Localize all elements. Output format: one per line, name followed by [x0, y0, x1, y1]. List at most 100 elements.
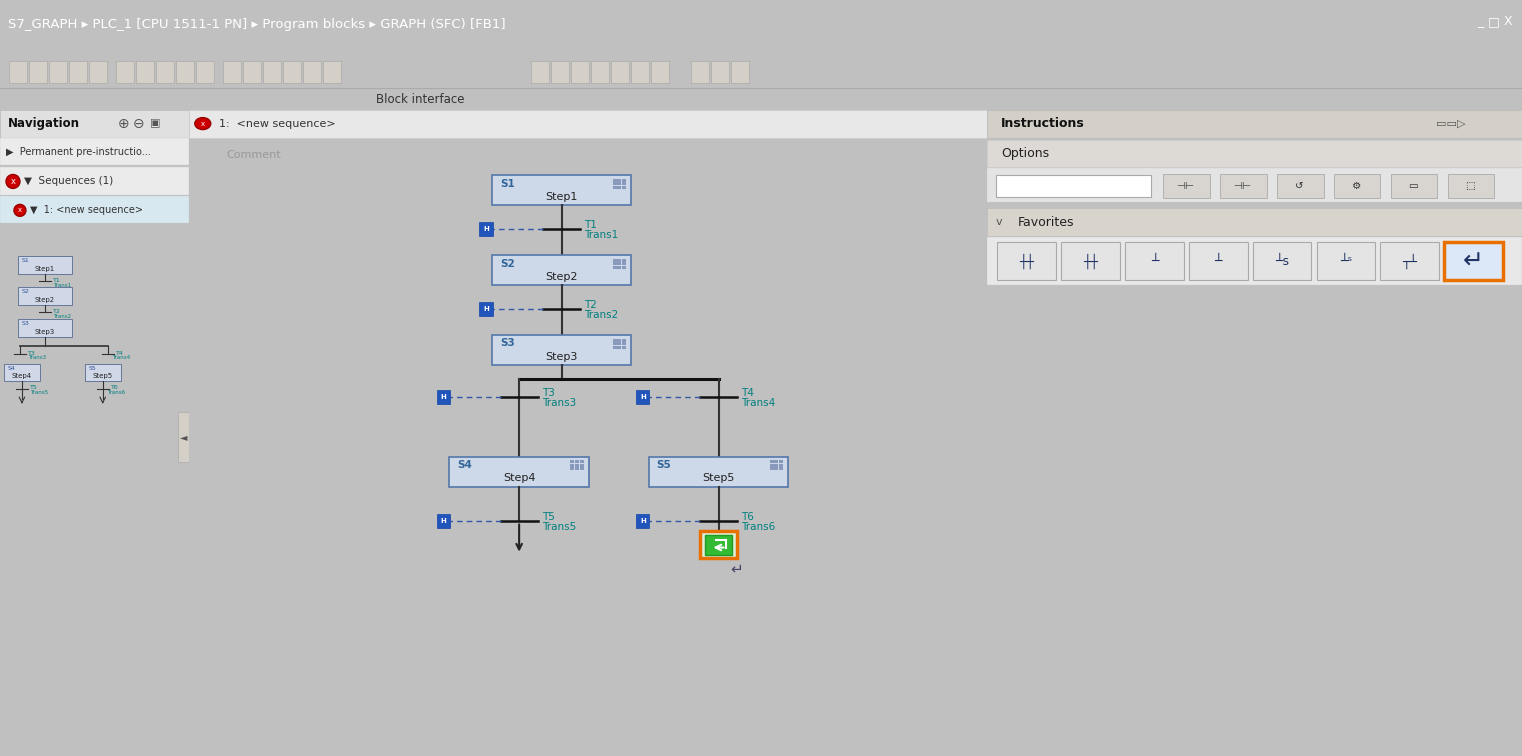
Text: Trans5: Trans5 — [30, 390, 49, 395]
Bar — [263, 60, 282, 82]
Bar — [196, 60, 215, 82]
Bar — [1391, 175, 1437, 198]
Text: H: H — [639, 518, 645, 524]
Text: Step4: Step4 — [502, 473, 536, 483]
Bar — [622, 186, 626, 189]
Bar — [770, 463, 773, 466]
Bar — [618, 182, 621, 185]
Bar — [1221, 175, 1266, 198]
Text: S7_GRAPH ▸ PLC_1 [CPU 1511-1 PN] ▸ Program blocks ▸ GRAPH (SFC) [FB1]: S7_GRAPH ▸ PLC_1 [CPU 1511-1 PN] ▸ Progr… — [8, 18, 505, 32]
Bar — [995, 175, 1151, 197]
Text: S3: S3 — [21, 321, 30, 326]
Bar — [997, 242, 1056, 280]
Bar — [571, 460, 574, 463]
Bar — [0, 110, 189, 138]
Text: ┴s: ┴s — [1275, 255, 1289, 268]
Text: S2: S2 — [21, 289, 30, 294]
Text: ⬚: ⬚ — [1466, 181, 1475, 191]
Bar — [29, 60, 47, 82]
Text: Step5: Step5 — [702, 473, 735, 483]
Text: ↵: ↵ — [731, 561, 744, 576]
Text: T3: T3 — [27, 351, 37, 355]
Bar — [580, 460, 583, 463]
Bar — [531, 60, 549, 82]
Bar — [622, 182, 626, 185]
Text: ⊣⊢: ⊣⊢ — [1233, 181, 1251, 191]
Bar — [648, 457, 788, 487]
Bar — [779, 463, 782, 466]
Text: x: x — [11, 177, 15, 186]
Bar — [323, 60, 341, 82]
Text: S1: S1 — [499, 179, 514, 189]
Bar — [1444, 242, 1504, 280]
Bar — [303, 60, 321, 82]
Text: H: H — [440, 394, 446, 400]
Bar — [1380, 242, 1440, 280]
Text: Trans1: Trans1 — [53, 283, 72, 288]
Text: ↺: ↺ — [1295, 181, 1304, 191]
Bar — [18, 287, 72, 305]
Bar — [49, 60, 67, 82]
Bar — [770, 467, 773, 470]
Bar — [0, 168, 189, 195]
Text: T6: T6 — [111, 386, 119, 390]
Bar — [244, 60, 260, 82]
Bar — [18, 319, 72, 337]
Bar — [116, 60, 134, 82]
Bar — [437, 513, 451, 528]
Text: Trans2: Trans2 — [584, 310, 618, 320]
Text: Block interface: Block interface — [376, 93, 464, 106]
Text: T1: T1 — [53, 277, 61, 283]
Bar — [779, 460, 782, 463]
Text: S1: S1 — [21, 259, 30, 263]
Bar — [1447, 175, 1495, 198]
Text: Favorites: Favorites — [1018, 215, 1075, 229]
Bar — [88, 60, 107, 82]
Text: ┴: ┴ — [1151, 255, 1158, 268]
Bar — [622, 259, 626, 262]
Bar — [618, 345, 621, 349]
Text: Trans3: Trans3 — [542, 398, 575, 408]
Bar — [1277, 175, 1324, 198]
Bar — [632, 60, 648, 82]
Text: T5: T5 — [30, 386, 38, 390]
Text: Step5: Step5 — [93, 373, 113, 380]
Bar — [988, 209, 1522, 237]
Text: ▼  Sequences (1): ▼ Sequences (1) — [24, 176, 113, 187]
Bar — [68, 60, 87, 82]
Text: ▣: ▣ — [149, 119, 160, 129]
Text: T3: T3 — [542, 388, 554, 398]
Text: H: H — [440, 518, 446, 524]
Bar — [5, 364, 40, 381]
Bar — [618, 262, 621, 265]
Text: ◄: ◄ — [180, 432, 187, 442]
Circle shape — [14, 204, 26, 216]
Bar — [613, 339, 616, 342]
Text: S5: S5 — [656, 460, 671, 470]
Text: Trans5: Trans5 — [542, 522, 575, 531]
Bar — [571, 467, 574, 470]
Bar — [622, 345, 626, 349]
Bar — [492, 335, 632, 365]
Bar — [770, 460, 773, 463]
Bar — [575, 463, 578, 466]
Bar — [283, 60, 301, 82]
Bar — [613, 182, 616, 185]
Text: T6: T6 — [741, 512, 753, 522]
Bar — [575, 460, 578, 463]
Text: Trans1: Trans1 — [584, 231, 618, 240]
Text: Step3: Step3 — [35, 329, 55, 335]
Text: Step2: Step2 — [35, 297, 55, 303]
Text: _: _ — [1476, 15, 1482, 29]
Bar — [622, 265, 626, 268]
Bar — [1317, 242, 1376, 280]
Text: Comment: Comment — [227, 150, 282, 160]
Text: Trans4: Trans4 — [111, 355, 129, 361]
Text: S3: S3 — [499, 339, 514, 349]
Bar — [9, 60, 27, 82]
Circle shape — [195, 118, 210, 129]
Text: ┼┼: ┼┼ — [1020, 253, 1035, 269]
Bar — [135, 60, 154, 82]
Text: H: H — [482, 306, 489, 312]
Text: H: H — [639, 394, 645, 400]
